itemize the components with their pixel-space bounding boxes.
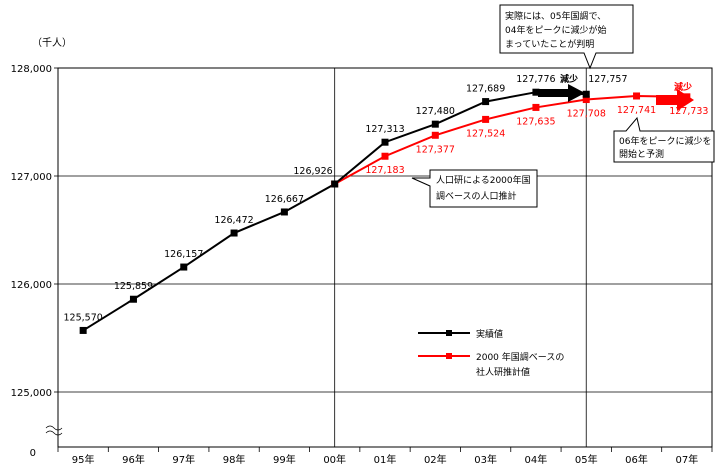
legend-label-projection-line1: 2000 年国調ベースの (476, 351, 564, 363)
x-tick-label: 07年 (675, 453, 698, 464)
legend: 実績値 2000 年国調ベースの 社人研推計値 (418, 328, 564, 378)
data-point-actual (230, 229, 238, 237)
data-point-projection (633, 92, 641, 100)
data-label-projection: 127,733 (669, 106, 708, 117)
plot-frame (57, 67, 713, 448)
x-tick-label: 04年 (525, 453, 548, 464)
y-tick-labels: 125,000 126,000 127,000 128,000 0 (11, 64, 52, 459)
data-label-actual: 126,157 (164, 249, 203, 260)
series-points (79, 88, 691, 334)
data-point-actual (381, 138, 389, 146)
projection-callout-line2: 調ベースの人口推計 (436, 190, 517, 202)
data-label-projection: 127,377 (416, 144, 455, 155)
actual-callout-line1: 実際には、05年国調で、 (505, 10, 606, 22)
x-tick-label: 99年 (273, 453, 296, 464)
forecast-callout-line2: 開始と予測 (619, 148, 664, 160)
x-tick-label: 95年 (72, 453, 95, 464)
data-label-actual: 125,570 (64, 312, 103, 323)
x-tick-label: 96年 (122, 453, 145, 464)
legend-marker-actual (446, 330, 452, 336)
x-tick-label: 06年 (625, 453, 648, 464)
x-tick-labels: 95年 96年 97年 98年 99年 00年 01年 02年 03年 04年 05年 06年 07年 (72, 453, 698, 464)
series-line-projection (334, 94, 687, 185)
x-tick-label: 02年 (424, 453, 447, 464)
data-label-actual: 127,776 (516, 74, 555, 85)
data-point-actual (180, 263, 188, 271)
decrease-arrow-black: 減少 (538, 73, 585, 102)
data-point-projection (532, 103, 540, 111)
x-tick-label: 97年 (172, 453, 195, 464)
x-tick-label: 05年 (575, 453, 598, 464)
data-label-actual: 125,859 (114, 281, 153, 292)
data-label-actual: 127,480 (416, 106, 455, 117)
data-label-projection: 127,524 (466, 128, 505, 139)
data-point-projection (582, 96, 590, 104)
data-label-actual: 126,472 (214, 215, 253, 226)
decrease-label-red: 減少 (674, 81, 692, 93)
data-label-actual: 126,926 (293, 166, 332, 177)
actual-callout: 実際には、05年国調で、 04年をピークに減少が始 まっていたことが判明 (499, 4, 634, 70)
data-point-actual (582, 90, 590, 98)
data-label-projection: 127,741 (617, 105, 656, 116)
x-tick-label: 00年 (323, 453, 346, 464)
grid (58, 68, 712, 447)
data-point-actual (79, 326, 87, 334)
data-point-projection (381, 152, 389, 160)
y-unit-label: （千人） (32, 37, 72, 49)
forecast-callout-line1: 06年をピークに減少を (619, 135, 711, 147)
data-label-projection: 127,708 (567, 109, 606, 120)
value-labels: 125,570 125,859 126,157 126,472 126,667 126,9… (64, 74, 709, 323)
x-tick-label: 01年 (374, 453, 397, 464)
x-tick-label: 03年 (474, 453, 497, 464)
y-tick-label: 126,000 (11, 280, 52, 291)
data-point-actual (280, 208, 288, 216)
actual-callout-line2: 04年をピークに減少が始 (505, 24, 606, 36)
data-label-actual: 126,667 (265, 194, 304, 205)
axes (45, 67, 713, 452)
forecast-callout: 06年をピークに減少を 開始と予測 (613, 116, 715, 163)
y-tick-label: 127,000 (11, 172, 52, 183)
data-label-actual: 127,313 (365, 124, 404, 135)
data-label-projection: 127,635 (516, 116, 555, 127)
projection-callout-line1: 人口研による2000年国 (436, 174, 531, 186)
data-point-projection (431, 131, 439, 139)
y-tick-label: 125,000 (11, 388, 52, 399)
legend-label-projection-line2: 社人研推計値 (476, 366, 530, 378)
y-tick-label-zero: 0 (30, 448, 36, 459)
data-point-actual (532, 88, 540, 96)
projection-callout: 人口研による2000年国 調ベースの人口推計 (411, 169, 538, 208)
actual-callout-line3: まっていたことが判明 (505, 38, 594, 50)
data-label-actual: 127,689 (466, 84, 505, 95)
data-point-actual (331, 180, 339, 188)
decrease-label-black: 減少 (560, 73, 578, 85)
data-point-actual (482, 98, 490, 106)
data-point-actual (431, 120, 439, 128)
y-tick-label: 128,000 (11, 64, 52, 75)
data-label-projection: 127,183 (365, 165, 404, 176)
data-point-projection (482, 115, 490, 123)
decrease-arrow-red: 減少 (656, 81, 694, 111)
legend-marker-projection (446, 353, 452, 359)
data-point-actual (129, 295, 137, 303)
x-tick-label: 98年 (223, 453, 246, 464)
legend-label-actual: 実績値 (476, 328, 503, 340)
data-label-actual: 127,757 (588, 74, 627, 85)
axis-break-mark (45, 425, 63, 436)
